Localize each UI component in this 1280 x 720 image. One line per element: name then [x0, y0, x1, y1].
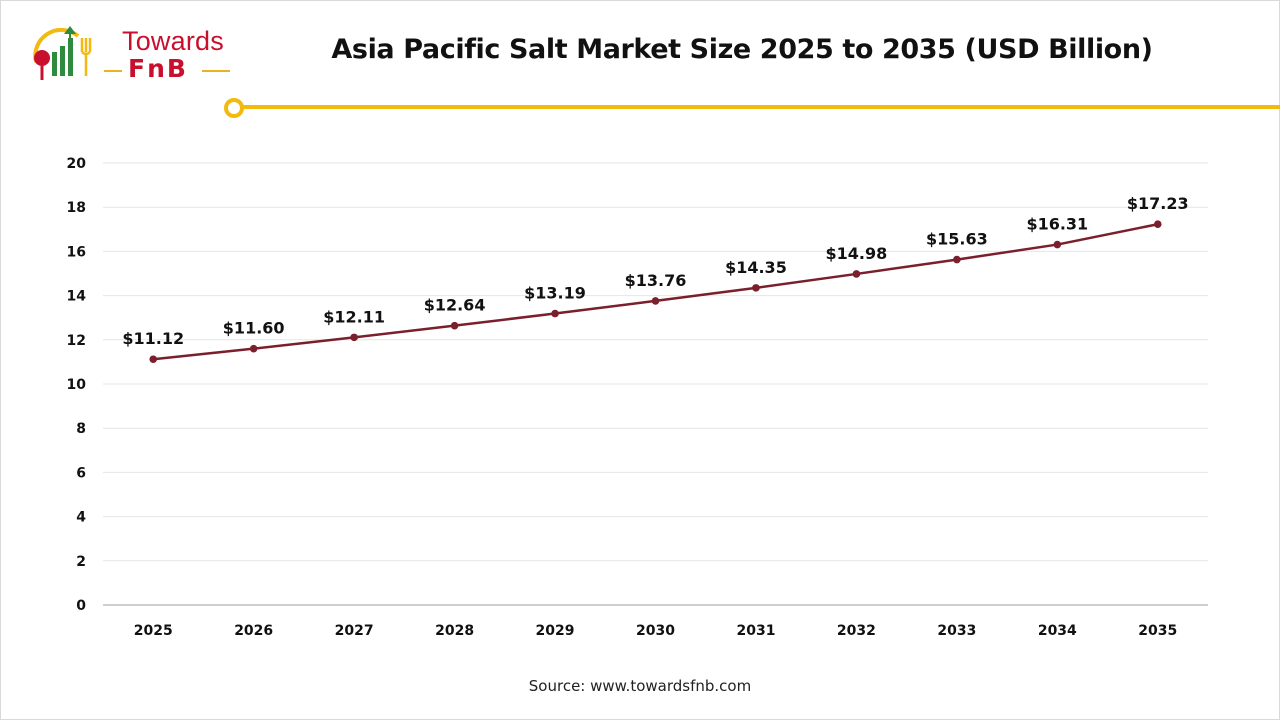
- data-point: [953, 255, 961, 264]
- x-tick-label: 2029: [536, 623, 575, 639]
- series-line: [153, 222, 1159, 361]
- y-tick-label: 8: [76, 421, 86, 437]
- y-tick-label: 6: [76, 465, 86, 481]
- x-tick-label: 2027: [335, 623, 374, 639]
- data-label: $12.11: [323, 307, 385, 326]
- x-tick-label: 2035: [1138, 623, 1177, 639]
- x-tick-label: 2034: [1038, 623, 1077, 639]
- brand-submark: FnB: [128, 54, 188, 83]
- x-tick-label: 2025: [134, 623, 173, 639]
- y-tick-label: 12: [67, 333, 86, 349]
- brand-wordmark: Towards: [122, 26, 224, 56]
- y-tick-label: 16: [67, 244, 86, 260]
- data-label: $11.60: [223, 319, 285, 338]
- data-label: $15.63: [926, 230, 988, 249]
- y-axis-ticks: 0 2 4 6 8 10 12 14 16 18 20: [67, 156, 87, 614]
- brand-dash-left: [104, 70, 122, 72]
- x-tick-label: 2031: [736, 623, 775, 639]
- y-tick-label: 14: [67, 289, 87, 305]
- y-tick-label: 0: [76, 598, 86, 614]
- x-axis-ticks: 2025 2026 2027 2028 2029 2030 2031 2032 2033 2034…: [134, 623, 1178, 639]
- y-tick-label: 2: [76, 554, 86, 570]
- x-tick-label: 2028: [435, 623, 474, 639]
- data-point: [450, 321, 459, 330]
- data-labels: $11.12 $11.60 $12.11 $12.64 $13.19 $13.76 $14.…: [122, 194, 1188, 348]
- series-points: [149, 220, 1162, 364]
- data-label: $17.23: [1127, 194, 1189, 213]
- source-note: Source: www.towardsfnb.com: [528, 677, 752, 695]
- chart-title: Asia Pacific Salt Market Size 2025 to 20…: [331, 34, 1153, 65]
- y-tick-label: 4: [76, 510, 86, 526]
- gridlines: [103, 162, 1208, 562]
- x-tick-label: 2032: [837, 623, 876, 639]
- brand-dash-right: [202, 70, 230, 72]
- data-point: [1153, 220, 1162, 229]
- data-point: [651, 297, 660, 305]
- x-tick-label: 2033: [937, 623, 976, 639]
- data-point: [551, 309, 559, 318]
- series-line-path: [153, 222, 1159, 361]
- data-label: $13.76: [625, 271, 687, 290]
- brand-logo-mark: [33, 26, 92, 80]
- data-label: $13.19: [524, 284, 586, 303]
- x-tick-label: 2026: [234, 623, 273, 639]
- data-label: $12.64: [424, 296, 486, 315]
- y-tick-label: 20: [67, 156, 87, 172]
- title-rule: [240, 105, 1280, 109]
- y-tick-label: 10: [67, 377, 87, 393]
- brand-logo: Towards FnB: [26, 18, 230, 88]
- data-point: [852, 270, 861, 278]
- data-point: [149, 355, 158, 364]
- data-label: $14.35: [725, 258, 787, 277]
- x-tick-label: 2030: [636, 623, 675, 639]
- data-point: [249, 344, 258, 353]
- data-label: $16.31: [1026, 215, 1088, 234]
- data-label: $11.12: [122, 329, 184, 348]
- data-point: [350, 333, 358, 342]
- data-label: $14.98: [826, 244, 888, 263]
- data-point: [1053, 240, 1062, 249]
- y-tick-label: 18: [67, 200, 86, 216]
- data-point: [752, 284, 760, 292]
